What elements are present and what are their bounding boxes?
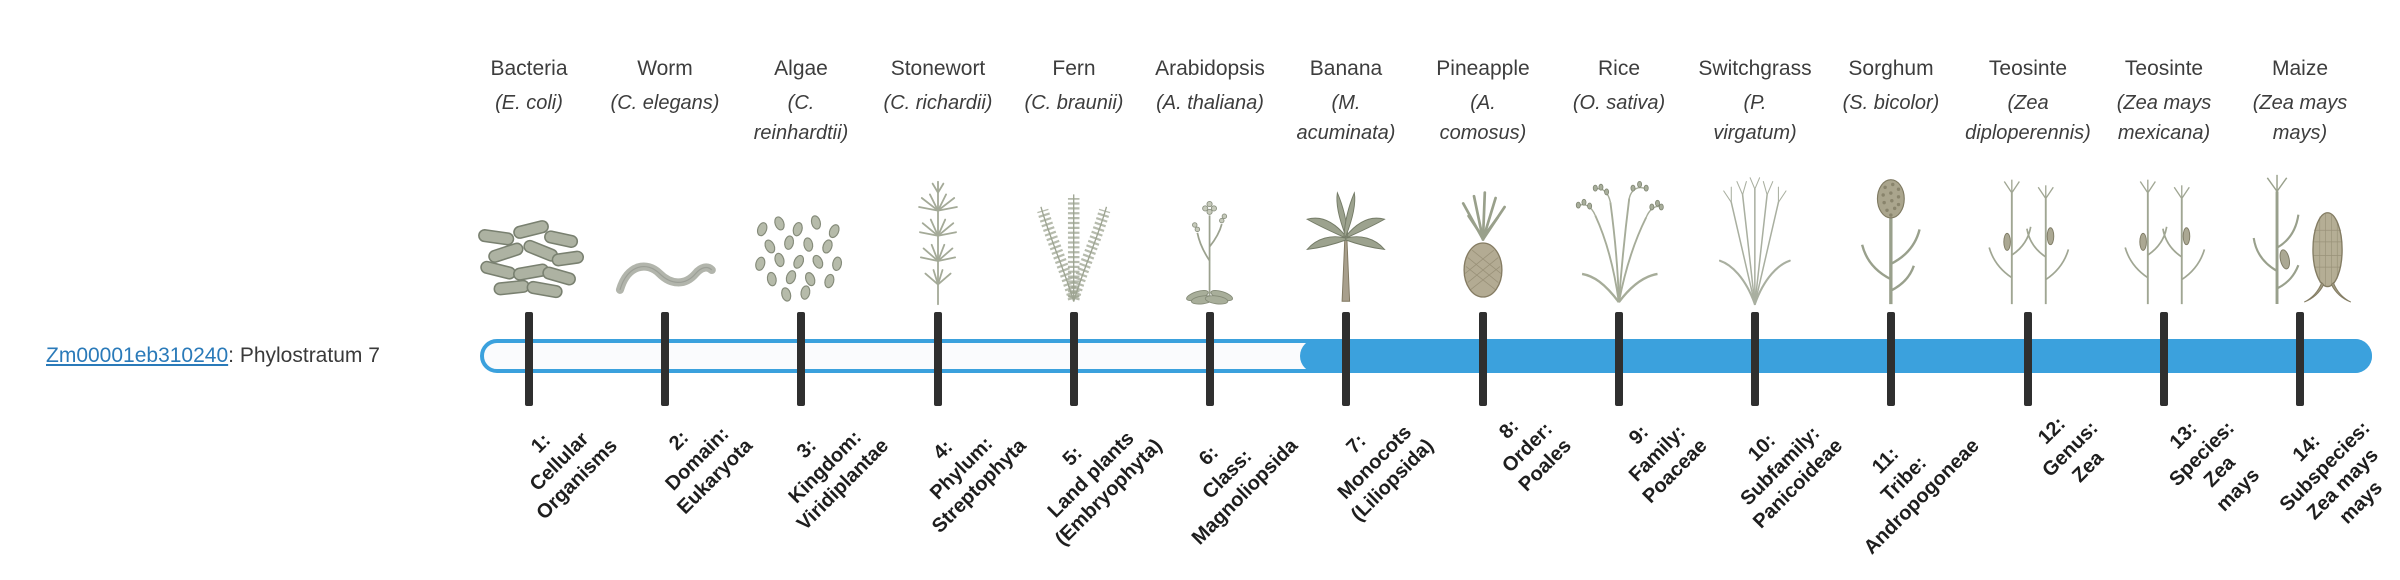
organism-name: Pineapple: [1436, 57, 1530, 80]
phylostratum-tick-12: [2024, 312, 2032, 406]
organism-scientific-name: (S. bicolor): [1842, 92, 1940, 114]
phylostratum-tick-3: [797, 312, 805, 406]
organism-scientific-name: (C. reinhardtii): [753, 92, 849, 144]
organism-name: Teosinte: [2124, 57, 2204, 80]
timeline-fill: [1300, 339, 2372, 373]
gene-label: Zm00001eb310240: Phylostratum 7: [46, 342, 380, 370]
organism-scientific-name: (C. richardii): [883, 92, 993, 114]
arabidopsis-icon: [1130, 166, 1290, 306]
organism-name: Banana: [1309, 57, 1383, 80]
organism-scientific-name: (C. elegans): [610, 92, 720, 114]
organism-column-9: Rice (O. sativa): [1539, 56, 1699, 306]
phylostratum-tick-9: [1615, 312, 1623, 406]
phylostratum-tick-13: [2160, 312, 2168, 406]
organism-name: Switchgrass: [1698, 57, 1812, 80]
organism-column-1: Bacteria (E. coli): [449, 56, 609, 306]
organism-column-5: Fern (C. braunii): [994, 56, 1154, 306]
organism-column-11: Sorghum (S. bicolor): [1811, 56, 1971, 306]
organism-name: Maize: [2271, 57, 2329, 80]
organism-column-2: Worm (C. elegans): [585, 56, 745, 306]
organism-column-7: Banana (M. acuminata): [1266, 56, 1426, 306]
organism-column-10: Switchgrass (P. virgatum): [1675, 56, 1835, 306]
gene-id-link[interactable]: Zm00001eb310240: [46, 344, 229, 367]
phylostratum-tick-14: [2296, 312, 2304, 406]
algae-icon: [721, 166, 881, 306]
switchgrass-icon: [1675, 166, 1835, 306]
phylostratum-tick-4: [934, 312, 942, 406]
organism-scientific-name: (O. sativa): [1572, 92, 1666, 114]
organism-scientific-name: (Zea mays mays): [2252, 92, 2348, 144]
organism-column-3: Algae (C. reinhardtii): [721, 56, 881, 306]
organism-column-4: Stonewort (C. richardii): [858, 56, 1018, 306]
phylostratum-tick-8: [1479, 312, 1487, 406]
organism-name: Rice: [1597, 57, 1640, 80]
stonewort-icon: [858, 166, 1018, 306]
worm-icon: [585, 166, 745, 306]
phylostratum-tick-1: [525, 312, 533, 406]
phylostratum-tick-6: [1206, 312, 1214, 406]
bacteria-icon: [449, 166, 609, 306]
rice-icon: [1539, 166, 1699, 306]
phylostratum-tick-5: [1070, 312, 1078, 406]
organism-scientific-name: (A. comosus): [1439, 92, 1527, 144]
organism-scientific-name: (C. braunii): [1024, 92, 1124, 114]
organism-column-6: Arabidopsis (A. thaliana): [1130, 56, 1290, 306]
organism-scientific-name: (Zea diploperennis): [1965, 92, 2091, 144]
organism-scientific-name: (M. acuminata): [1296, 92, 1396, 144]
organism-name: Stonewort: [890, 57, 986, 80]
phylostratum-text: : Phylostratum 7: [228, 344, 380, 367]
organism-column-14: Maize (Zea mays mays): [2220, 56, 2380, 306]
phylostratum-tick-7: [1342, 312, 1350, 406]
organism-column-13: Teosinte (Zea mays mexicana): [2084, 56, 2244, 306]
organism-name: Teosinte: [1988, 57, 2068, 80]
organism-scientific-name: (P. virgatum): [1713, 92, 1797, 144]
organism-column-12: Teosinte (Zea diploperennis): [1948, 56, 2108, 306]
organism-name: Fern: [1052, 57, 1096, 80]
fern-icon: [994, 166, 1154, 306]
banana-icon: [1266, 166, 1426, 306]
phylostratum-tick-11: [1887, 312, 1895, 406]
teosinte-icon: [1948, 166, 2108, 306]
organism-name: Arabidopsis: [1155, 57, 1265, 80]
organism-scientific-name: (Zea mays mexicana): [2116, 92, 2212, 144]
organism-scientific-name: (E. coli): [495, 92, 563, 114]
phylostratum-tick-2: [661, 312, 669, 406]
sorghum-icon: [1811, 166, 1971, 306]
organism-scientific-name: (A. thaliana): [1156, 92, 1264, 114]
organism-name: Worm: [637, 57, 693, 80]
organism-name: Sorghum: [1848, 57, 1934, 80]
phylostratum-tick-10: [1751, 312, 1759, 406]
teosinte-icon: [2084, 166, 2244, 306]
organism-column-8: Pineapple (A. comosus): [1403, 56, 1563, 306]
organism-name: Algae: [774, 57, 828, 80]
pineapple-icon: [1403, 166, 1563, 306]
organism-name: Bacteria: [490, 57, 568, 80]
maize-icon: [2220, 166, 2380, 306]
